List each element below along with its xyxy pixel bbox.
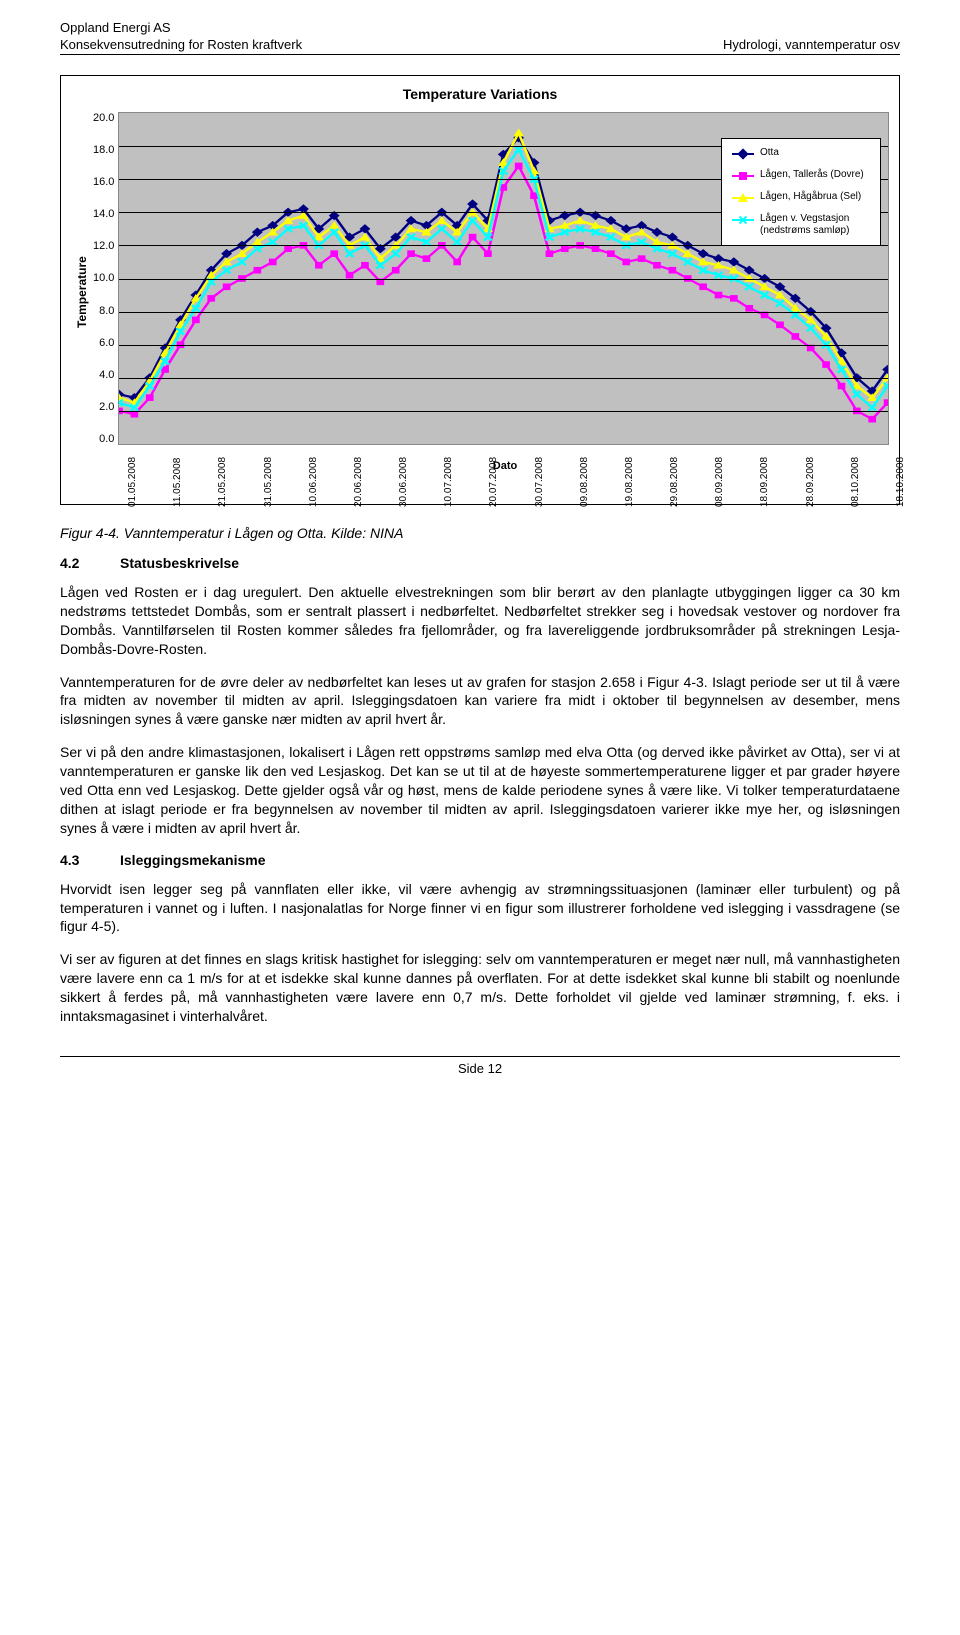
section-heading-43: 4.3Isleggingsmekanisme — [60, 852, 900, 868]
ytick-label: 0.0 — [99, 433, 114, 445]
chart-container: Temperature Variations Temperature 20.0 1… — [60, 75, 900, 505]
legend-label: Lågen v. Vegstasjon (nedstrøms samløp) — [760, 213, 870, 237]
ytick-label: 16.0 — [93, 176, 114, 188]
legend-label: Lågen, Hågåbrua (Sel) — [760, 191, 861, 203]
chart-ylabel: Temperature — [71, 112, 93, 472]
chart-xlabel: Dato — [121, 460, 889, 472]
section-heading-42: 4.2Statusbeskrivelse — [60, 555, 900, 571]
legend-label: Otta — [760, 147, 779, 159]
header-project: Konsekvensutredning for Rosten kraftverk — [60, 37, 302, 52]
chart-xticks: 01.05.200811.05.200821.05.200831.05.2008… — [121, 445, 889, 460]
paragraph: Hvorvidt isen legger seg på vannflaten e… — [60, 880, 900, 937]
ytick-label: 8.0 — [99, 305, 114, 317]
legend-item: Otta — [732, 147, 870, 159]
ytick-label: 18.0 — [93, 144, 114, 156]
ytick-label: 2.0 — [99, 401, 114, 413]
paragraph: Lågen ved Rosten er i dag uregulert. Den… — [60, 583, 900, 659]
ytick-label: 6.0 — [99, 337, 114, 349]
ytick-label: 10.0 — [93, 272, 114, 284]
ytick-label: 20.0 — [93, 112, 114, 124]
chart-title: Temperature Variations — [71, 86, 889, 102]
legend-item: Lågen, Hågåbrua (Sel) — [732, 191, 870, 203]
ytick-label: 14.0 — [93, 208, 114, 220]
paragraph: Vi ser av figuren at det finnes en slags… — [60, 950, 900, 1026]
chart-yticks: 20.0 18.0 16.0 14.0 12.0 10.0 8.0 6.0 4.0 2.0 0.0 — [93, 112, 118, 445]
ytick-label: 4.0 — [99, 369, 114, 381]
header-topic: Hydrologi, vanntemperatur osv — [723, 37, 900, 52]
paragraph: Ser vi på den andre klimastasjonen, loka… — [60, 743, 900, 837]
header-company: Oppland Energi AS — [60, 20, 171, 35]
ytick-label: 12.0 — [93, 240, 114, 252]
chart-legend: Otta Lågen, Tallerås (Dovre) Lågen, Hågåbr… — [721, 138, 881, 246]
legend-item: Lågen v. Vegstasjon (nedstrøms samløp) — [732, 213, 870, 237]
figure-caption: Figur 4-4. Vanntemperatur i Lågen og Ott… — [60, 525, 900, 541]
page-footer: Side 12 — [60, 1056, 900, 1076]
legend-item: Lågen, Tallerås (Dovre) — [732, 169, 870, 181]
legend-label: Lågen, Tallerås (Dovre) — [760, 169, 864, 181]
paragraph: Vanntemperaturen for de øvre deler av ne… — [60, 673, 900, 730]
